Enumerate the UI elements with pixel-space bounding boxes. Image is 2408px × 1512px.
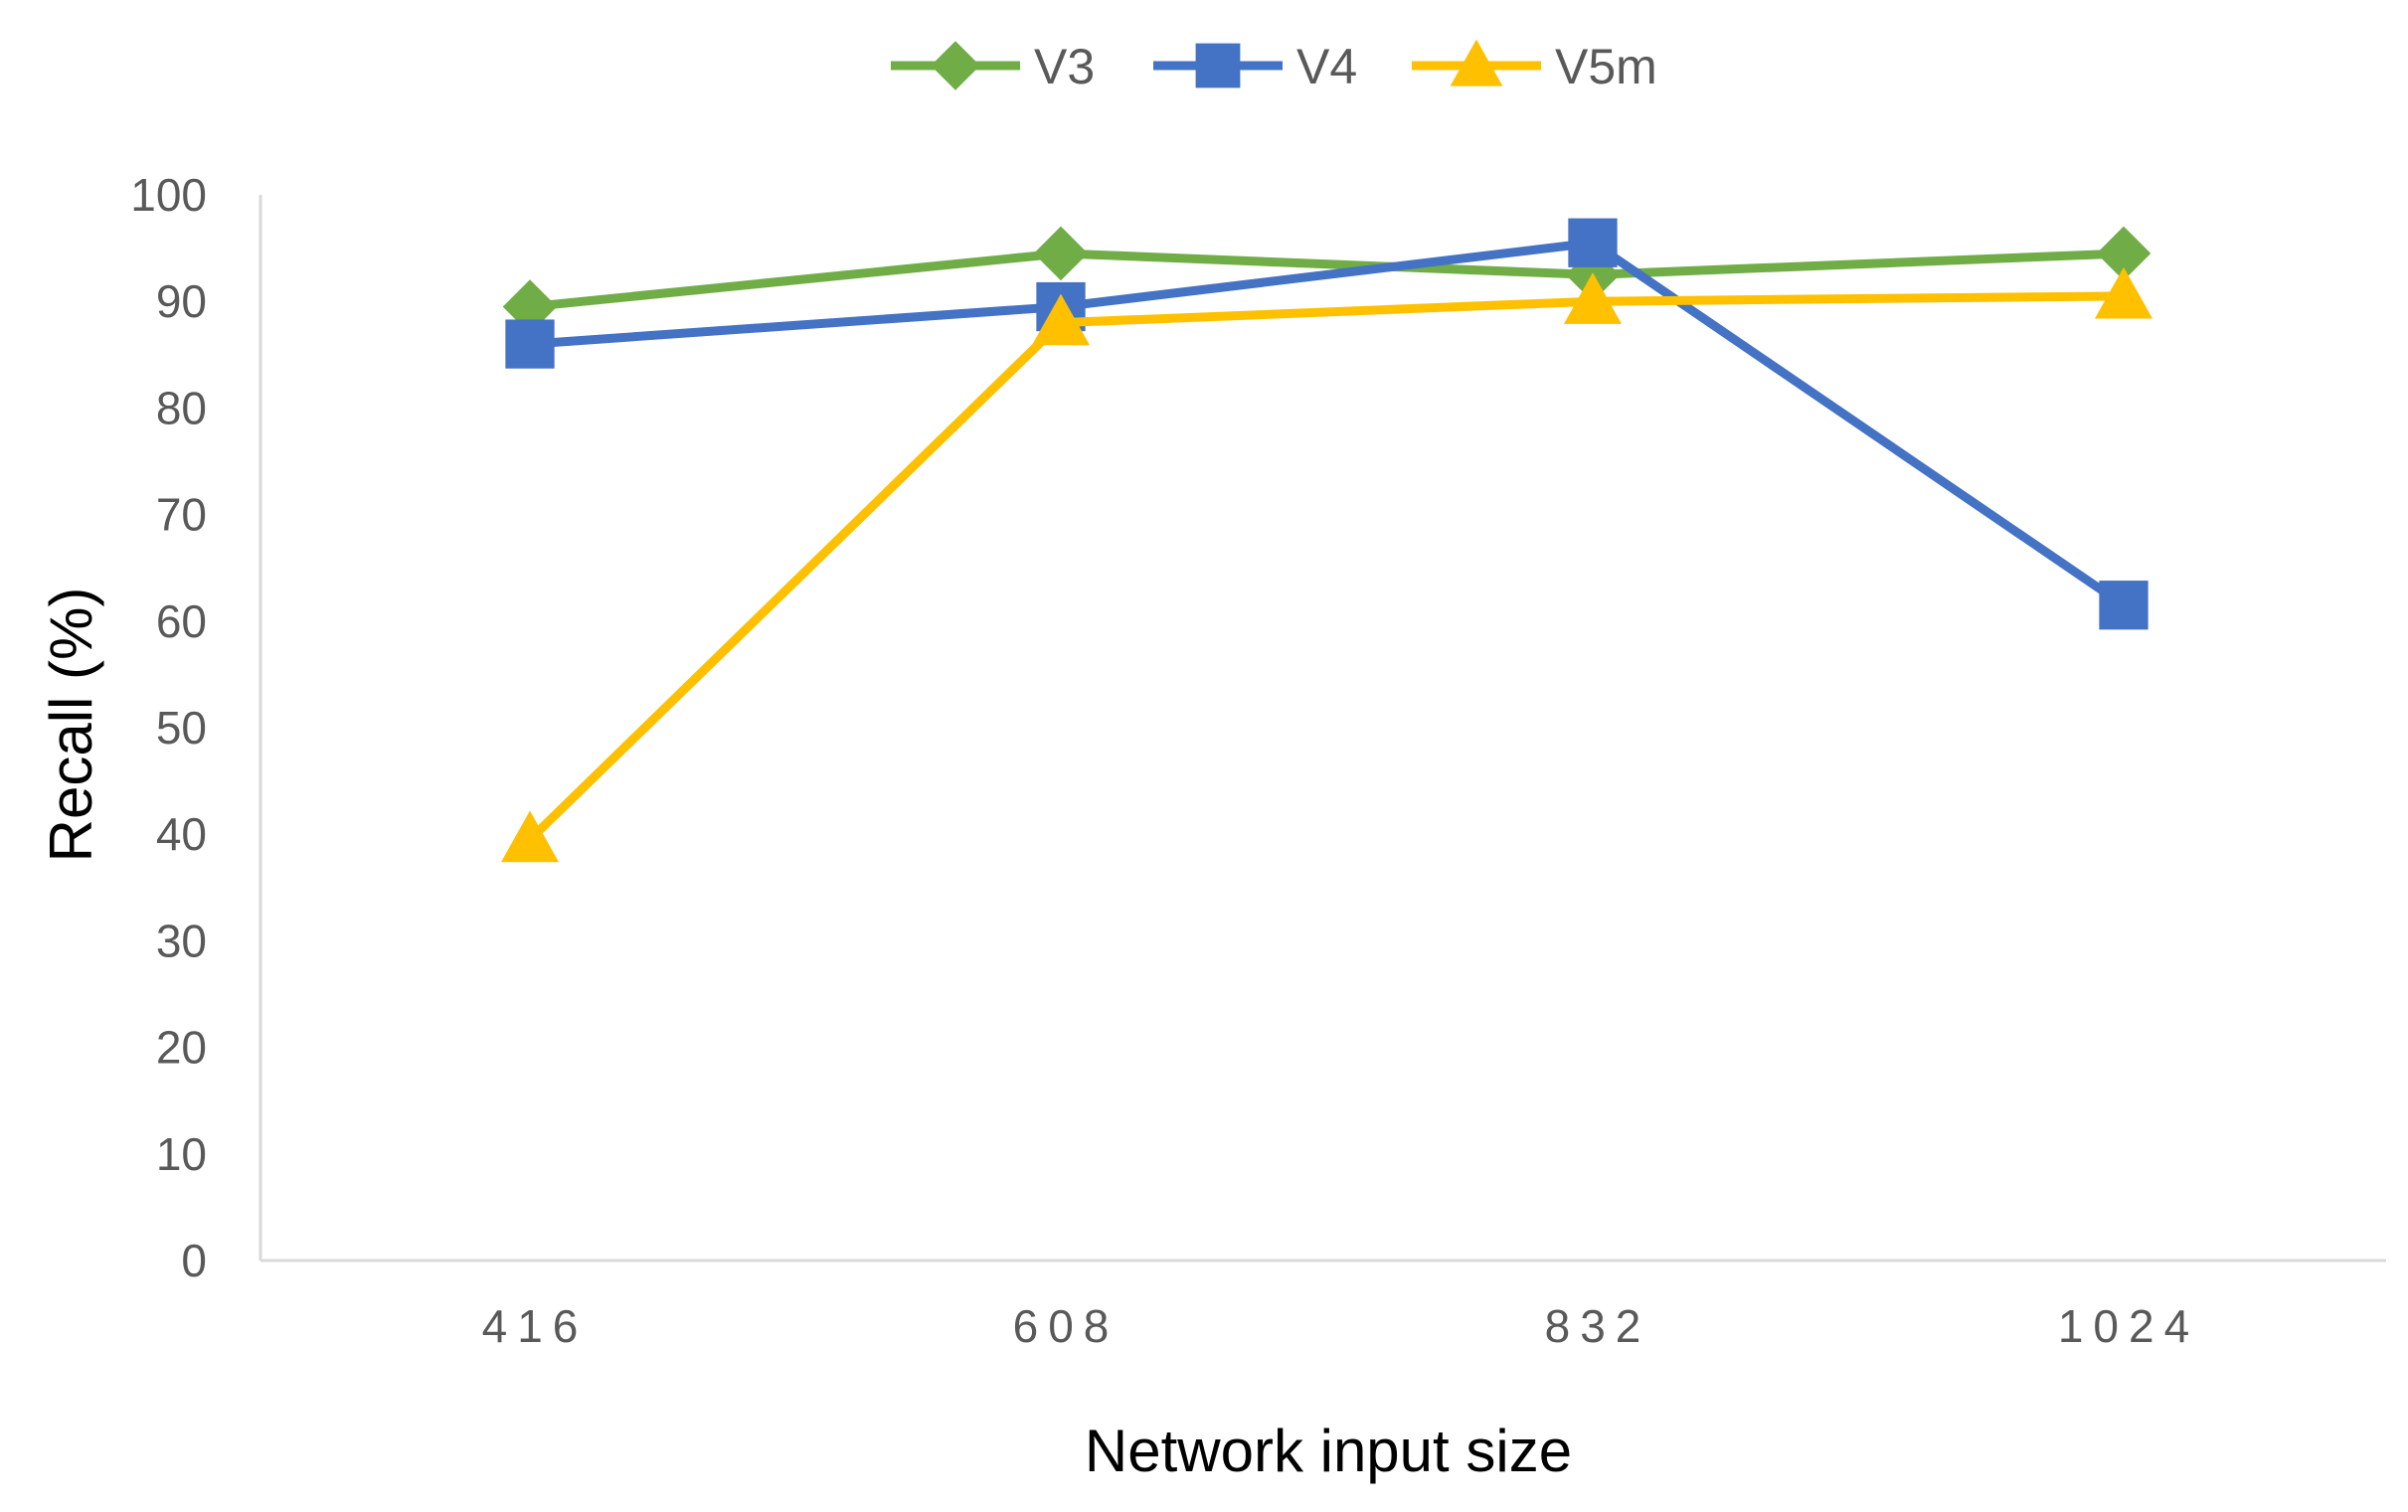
x-axis-title: Network input size [1085, 1418, 1572, 1484]
legend: V3 V4 V5m [891, 39, 1657, 94]
y-tick-label: 20 [156, 1022, 207, 1074]
y-tick-label: 80 [156, 382, 207, 433]
series-line-v5m [525, 291, 2129, 845]
y-tick-label: 0 [181, 1235, 207, 1286]
y-tick-label: 50 [156, 702, 207, 754]
series-v5m [500, 266, 2153, 863]
data-point-v4 [505, 319, 555, 369]
data-point-v5m [1563, 272, 1623, 324]
y-tick-label: 10 [156, 1128, 207, 1180]
data-point-v3 [502, 279, 558, 334]
legend-marker [1195, 43, 1241, 88]
y-tick-label: 100 [130, 169, 207, 221]
y-axis-title: Recall (%) [38, 588, 104, 863]
y-axis-ticks: 0 10 20 30 40 50 60 70 80 90 100 [130, 169, 207, 1286]
legend-item-v3: V3 [891, 39, 1095, 94]
data-point-v3 [1033, 226, 1089, 281]
legend-item-v4: V4 [1153, 39, 1357, 94]
data-point-v4 [2099, 581, 2149, 630]
series-v4 [505, 218, 2149, 630]
x-tick-label: 608 [1013, 1300, 1119, 1352]
series-v3 [502, 226, 2151, 334]
y-tick-label: 90 [156, 275, 207, 327]
legend-label: V4 [1296, 39, 1357, 94]
series-line-v3 [525, 249, 2129, 312]
x-tick-label: 832 [1545, 1300, 1651, 1352]
x-tick-label: 416 [482, 1300, 589, 1352]
series-line-v4 [525, 238, 2129, 610]
data-point-v5m [1031, 293, 1091, 346]
data-point-v5m [2094, 266, 2153, 319]
data-point-v4 [1568, 218, 1618, 267]
x-axis-ticks: 416 608 832 1024 [482, 1300, 2199, 1352]
legend-marker [931, 41, 980, 90]
legend-marker [1450, 39, 1503, 86]
data-point-v3 [2096, 226, 2151, 281]
legend-item-v5m: V5m [1412, 39, 1657, 94]
y-tick-label: 30 [156, 915, 207, 966]
y-tick-label: 70 [156, 489, 207, 541]
y-tick-label: 60 [156, 595, 207, 647]
legend-label: V3 [1034, 39, 1095, 94]
series-group [500, 218, 2153, 863]
legend-label: V5m [1555, 39, 1657, 94]
y-tick-label: 40 [156, 808, 207, 860]
data-point-v5m [500, 810, 560, 863]
x-tick-label: 1024 [2058, 1300, 2199, 1352]
